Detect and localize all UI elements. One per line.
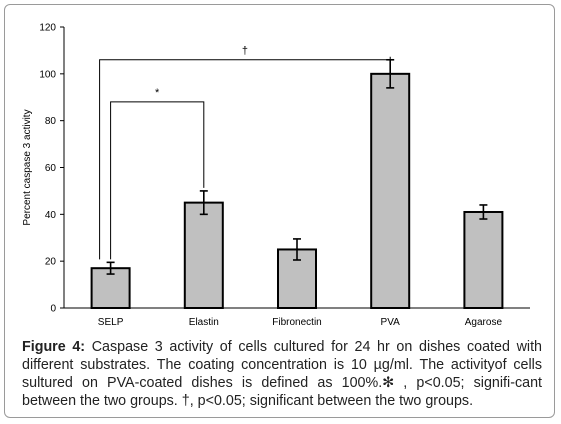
- y-tick-label: 0: [50, 304, 56, 315]
- y-tick-label: 60: [45, 163, 57, 174]
- x-tick-label: SELP: [98, 317, 124, 328]
- bar-agarose: [463, 210, 504, 309]
- significance-bracket: [99, 56, 391, 260]
- x-ticks: SELP Elastin Fibronectin PVA Agarose: [98, 317, 503, 328]
- bar-pva: [370, 72, 411, 310]
- x-tick-label: Agarose: [465, 317, 503, 328]
- significance-symbol: *: [155, 87, 160, 99]
- error-bars: [106, 58, 488, 275]
- x-tick-label: Elastin: [189, 317, 219, 328]
- y-tick-label: 80: [45, 116, 57, 127]
- significance-brackets: †*: [99, 45, 391, 260]
- y-tick-label: 100: [39, 69, 56, 80]
- significance-bracket: [110, 101, 205, 260]
- y-tick-label: 120: [39, 23, 56, 34]
- figure-caption: Figure 4: Caspase 3 activity of cells cu…: [22, 338, 542, 410]
- y-tick-label: 40: [45, 210, 57, 221]
- bars: [90, 72, 504, 310]
- caption-text: Caspase 3 activity of cells cultured for…: [22, 339, 542, 409]
- x-tick-label: PVA: [381, 317, 401, 328]
- y-axis-label: Percent caspase 3 activity: [22, 109, 33, 225]
- x-tick-label: Fibronectin: [272, 317, 321, 328]
- bar-elastin: [183, 201, 224, 309]
- y-tick-label: 20: [45, 257, 57, 268]
- y-ticks: 0 20 40 60 80 100 120: [39, 23, 64, 315]
- caspase-bar-chart: 0 20 40 60 80 100 120 SELP Elastin Fibronectin PV…: [22, 23, 530, 328]
- significance-symbol: †: [242, 45, 248, 57]
- figure-frame: [4, 4, 555, 418]
- caption-label: Figure 4:: [22, 339, 86, 355]
